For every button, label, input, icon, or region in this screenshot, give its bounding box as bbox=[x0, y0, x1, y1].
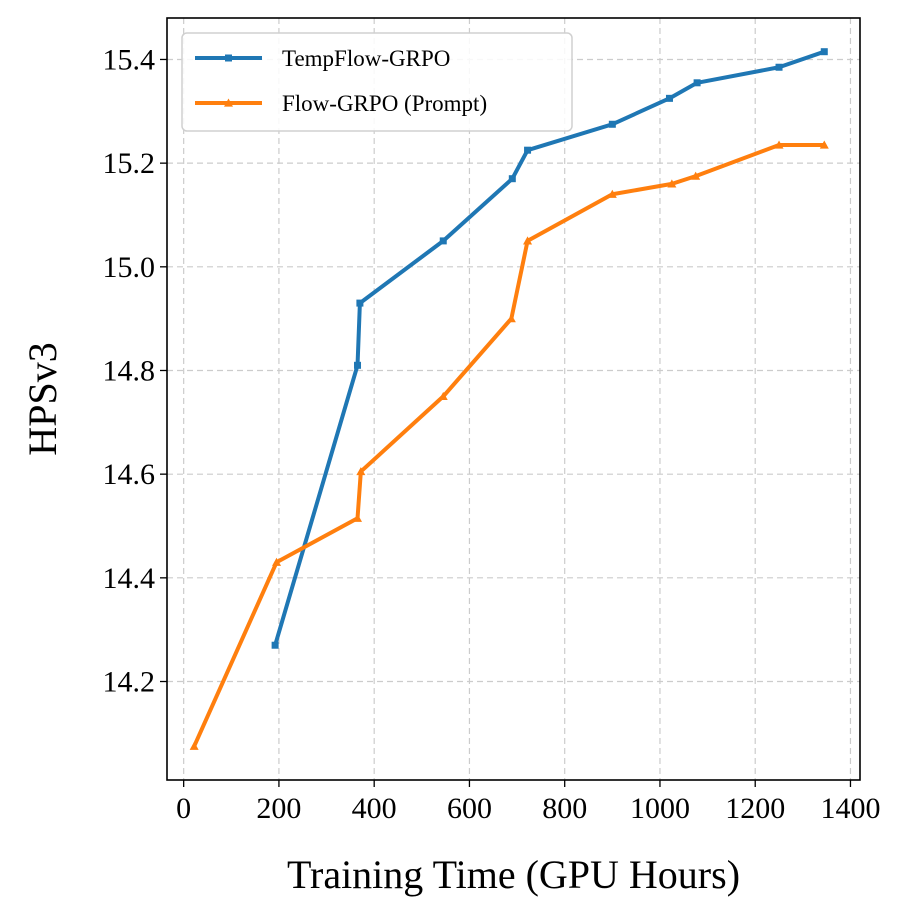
data-point-flow-grpo-prompt bbox=[189, 741, 199, 750]
data-point-tempflow-grpo bbox=[608, 120, 616, 128]
legend-marker-flow-grpo-prompt bbox=[224, 98, 233, 107]
series-group bbox=[189, 48, 829, 750]
y-axis-title: HPSv3 bbox=[20, 342, 65, 455]
legend: TempFlow-GRPO Flow-GRPO (Prompt) bbox=[181, 32, 573, 132]
series-line-flow-grpo-prompt bbox=[192, 143, 827, 749]
data-point-tempflow-grpo bbox=[356, 299, 364, 307]
data-point-flow-grpo-prompt bbox=[272, 557, 282, 566]
data-point-tempflow-grpo bbox=[508, 175, 516, 183]
data-point-flow-grpo-prompt bbox=[438, 391, 448, 401]
legend-label-tempflow-grpo: TempFlow-GRPO bbox=[282, 46, 450, 71]
grid bbox=[167, 18, 860, 780]
data-point-tempflow-grpo bbox=[693, 79, 701, 87]
data-point-tempflow-grpo bbox=[775, 63, 783, 71]
x-tick-label: 1400 bbox=[820, 792, 880, 825]
data-point-flow-grpo-prompt bbox=[691, 171, 701, 180]
x-axis-title: Training Time (GPU Hours) bbox=[287, 852, 740, 897]
y-tick-label: 15.2 bbox=[103, 147, 156, 180]
series-line-tempflow-grpo bbox=[273, 49, 827, 648]
y-tick-label: 14.6 bbox=[103, 458, 156, 491]
y-tick-label: 14.2 bbox=[103, 666, 156, 699]
x-tick-label: 1200 bbox=[725, 792, 785, 825]
data-point-tempflow-grpo bbox=[271, 641, 279, 649]
y-tick-label: 15.4 bbox=[103, 43, 156, 76]
x-tick-label: 200 bbox=[256, 792, 301, 825]
y-tick-label: 14.4 bbox=[103, 562, 156, 595]
data-point-flow-grpo-prompt bbox=[667, 179, 677, 188]
axis-ticks: 0 200 400 600 800 1000 1200 1400 14.2 14.4 14.6 14.… bbox=[103, 43, 881, 825]
x-tick-label: 0 bbox=[176, 792, 191, 825]
data-point-flow-grpo-prompt bbox=[607, 189, 617, 198]
plot-frame bbox=[166, 17, 861, 781]
data-point-flow-grpo-prompt bbox=[356, 467, 366, 476]
data-point-flow-grpo-prompt bbox=[774, 140, 784, 149]
data-point-tempflow-grpo bbox=[665, 94, 673, 102]
data-point-tempflow-grpo bbox=[524, 146, 532, 154]
x-tick-label: 800 bbox=[542, 792, 587, 825]
y-tick-label: 15.0 bbox=[103, 251, 156, 284]
series-flow-grpo-prompt bbox=[189, 140, 829, 750]
x-tick-label: 400 bbox=[352, 792, 397, 825]
data-point-flow-grpo-prompt bbox=[506, 314, 516, 323]
data-point-tempflow-grpo bbox=[439, 237, 447, 245]
legend-marker-shape bbox=[225, 54, 232, 62]
data-point-flow-grpo-prompt bbox=[523, 236, 533, 245]
data-point-tempflow-grpo bbox=[354, 361, 362, 369]
series-tempflow-grpo bbox=[271, 48, 828, 649]
data-point-tempflow-grpo bbox=[820, 48, 828, 56]
data-point-flow-grpo-prompt bbox=[353, 513, 363, 522]
x-tick-label: 1000 bbox=[630, 792, 690, 825]
data-point-flow-grpo-prompt bbox=[819, 140, 829, 149]
y-tick-label: 14.8 bbox=[103, 354, 156, 387]
legend-marker-shape bbox=[224, 98, 233, 107]
x-tick-label: 600 bbox=[447, 792, 492, 825]
legend-label-flow-grpo-prompt: Flow-GRPO (Prompt) bbox=[282, 91, 487, 116]
legend-marker-tempflow-grpo bbox=[225, 54, 232, 62]
legend-box bbox=[181, 32, 573, 132]
